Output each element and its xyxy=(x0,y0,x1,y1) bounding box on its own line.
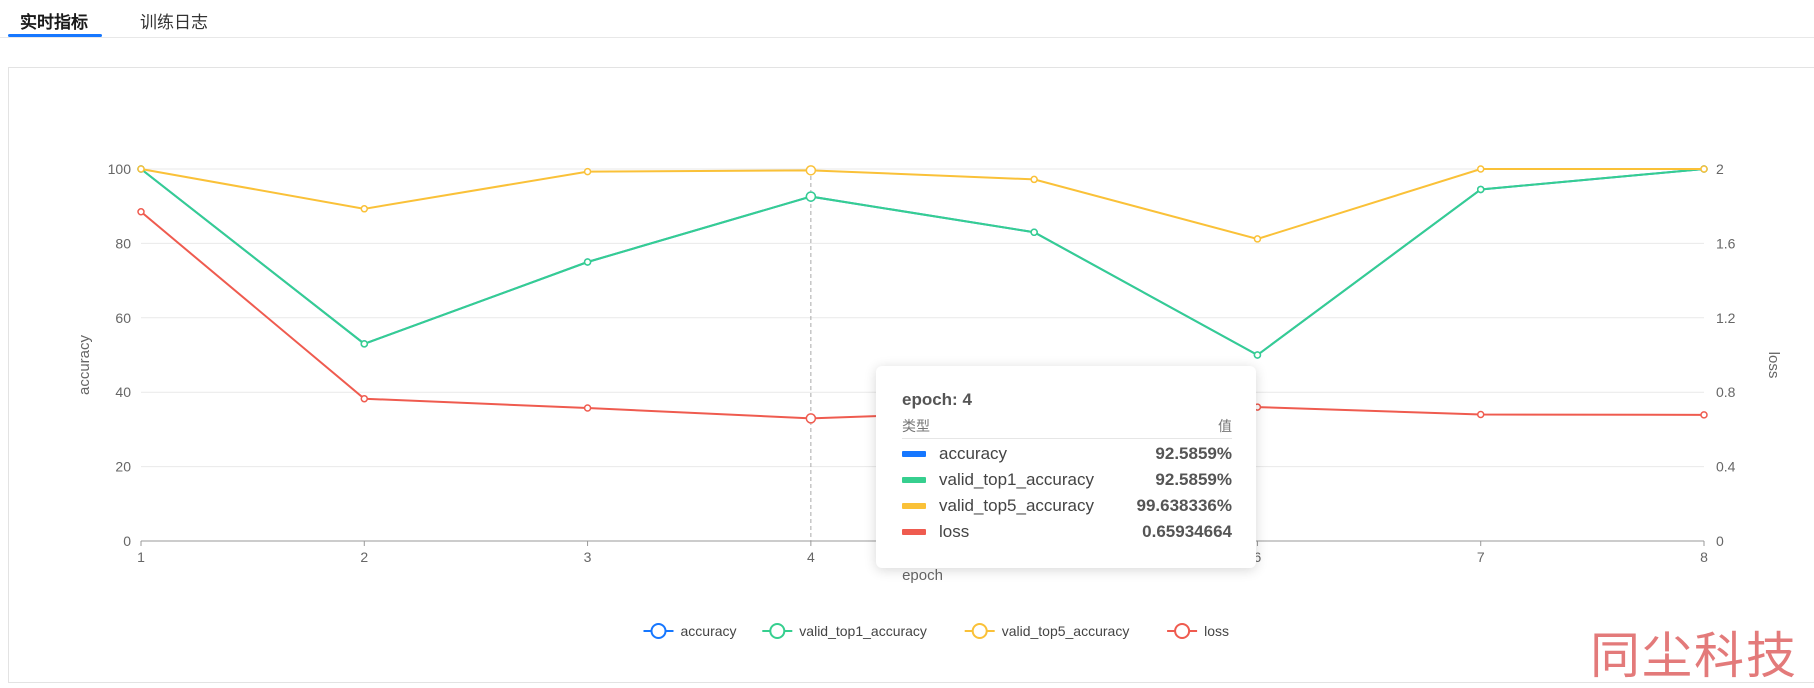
tab-bar: 实时指标 训练日志 xyxy=(0,0,1814,38)
data-point-valid-top1-accuracy xyxy=(1253,351,1262,359)
chart-panel: 02040608010000.40.81.21.6212345678epocha… xyxy=(8,67,1814,683)
data-point-valid-top5-accuracy xyxy=(1476,165,1485,173)
tooltip-row: loss 0.65934664 xyxy=(902,522,1232,546)
chart-tooltip: epoch: 4 类型 值 accuracy 92.5859% valid_top1… xyxy=(876,366,1256,568)
y-left-tick-label: 80 xyxy=(115,235,131,251)
data-point-valid-top1-accuracy xyxy=(583,258,592,266)
data-point-valid-top5-accuracy xyxy=(137,165,145,173)
x-tick-label: 1 xyxy=(137,549,145,565)
y-right-tick-label: 1.2 xyxy=(1716,310,1736,326)
legend-marker xyxy=(971,623,988,639)
y-left-tick-label: 40 xyxy=(115,384,131,400)
data-point-valid-top1-accuracy xyxy=(1476,185,1485,194)
data-point-loss xyxy=(1700,411,1708,419)
data-point-valid-top5-accuracy xyxy=(805,165,817,176)
tooltip-swatch xyxy=(902,477,926,483)
y-right-tick-label: 0.4 xyxy=(1716,459,1736,475)
data-point-loss xyxy=(360,394,369,403)
tooltip-series-value: 92.5859% xyxy=(1155,470,1232,489)
data-point-valid-top1-accuracy xyxy=(805,191,817,202)
tab-realtime-metrics[interactable]: 实时指标 xyxy=(20,13,88,33)
x-tick-label: 7 xyxy=(1477,549,1485,565)
y-right-tick-label: 0 xyxy=(1716,533,1724,549)
tooltip-title: epoch: 4 xyxy=(902,390,972,409)
legend-label: accuracy xyxy=(681,623,737,639)
y-right-axis-title: loss xyxy=(1765,352,1782,379)
data-point-valid-top5-accuracy xyxy=(1030,175,1038,184)
x-tick-label: 6 xyxy=(1254,549,1262,565)
data-point-loss xyxy=(805,413,817,424)
y-right-tick-label: 2 xyxy=(1716,161,1724,177)
y-right-tick-label: 0.8 xyxy=(1716,384,1736,400)
data-point-loss xyxy=(1476,410,1485,419)
x-tick-label: 4 xyxy=(807,549,815,565)
x-tick-label: 8 xyxy=(1700,549,1708,565)
x-tick-label: 3 xyxy=(584,549,592,565)
data-point-loss xyxy=(583,404,592,412)
legend-label: loss xyxy=(1204,623,1229,639)
x-axis-title: epoch xyxy=(902,567,943,584)
tooltip-series-value: 0.65934664 xyxy=(1142,522,1232,541)
series-line-valid-top5-accuracy xyxy=(140,168,1704,240)
legend-label: valid_top5_accuracy xyxy=(1002,623,1130,639)
tooltip-row: valid_top5_accuracy 99.638336% xyxy=(902,496,1232,520)
watermark: 同尘科技 xyxy=(1590,627,1798,685)
tooltip-series-name: accuracy xyxy=(939,444,1008,463)
data-point-loss xyxy=(137,208,145,216)
line-chart: 02040608010000.40.81.21.6212345678epocha… xyxy=(76,161,1782,639)
y-right-tick-label: 1.6 xyxy=(1716,235,1736,251)
tooltip-row: valid_top1_accuracy 92.5859% xyxy=(902,470,1232,494)
y-left-tick-label: 60 xyxy=(115,310,131,326)
x-tick-label: 2 xyxy=(360,549,368,565)
legend-marker xyxy=(769,623,786,639)
tooltip-series-name: valid_top1_accuracy xyxy=(939,470,1094,489)
tab-training-log[interactable]: 训练日志 xyxy=(140,13,208,33)
tooltip-series-value: 99.638336% xyxy=(1136,496,1232,515)
legend-marker xyxy=(650,623,667,639)
tooltip-series-name: loss xyxy=(939,522,970,541)
tooltip-series-value: 92.5859% xyxy=(1155,444,1232,463)
data-point-valid-top5-accuracy xyxy=(1253,235,1262,243)
legend-label: valid_top1_accuracy xyxy=(799,623,927,639)
tooltip-swatch xyxy=(902,529,926,535)
tooltip-row: accuracy 92.5859% xyxy=(902,444,1232,468)
y-left-tick-label: 100 xyxy=(108,161,132,177)
active-tab-indicator xyxy=(8,34,102,37)
tooltip-swatch xyxy=(902,451,926,457)
data-point-valid-top5-accuracy xyxy=(583,167,592,176)
tooltip-series-name: valid_top5_accuracy xyxy=(939,496,1094,515)
series-line-valid-top1-accuracy xyxy=(140,168,1705,357)
y-left-axis-title: accuracy xyxy=(76,334,93,395)
data-point-valid-top5-accuracy xyxy=(360,205,369,213)
tooltip-value-column: 值 xyxy=(1218,419,1232,435)
tooltip-swatch xyxy=(902,503,926,509)
tooltip-header: 类型 值 xyxy=(902,416,1232,439)
tooltip-type-column: 类型 xyxy=(902,419,930,435)
data-point-valid-top5-accuracy xyxy=(1700,165,1708,173)
data-point-valid-top1-accuracy xyxy=(360,340,369,348)
y-left-tick-label: 20 xyxy=(115,459,131,475)
y-left-tick-label: 0 xyxy=(123,533,131,549)
legend-marker xyxy=(1174,623,1191,639)
data-point-valid-top1-accuracy xyxy=(1030,228,1038,236)
